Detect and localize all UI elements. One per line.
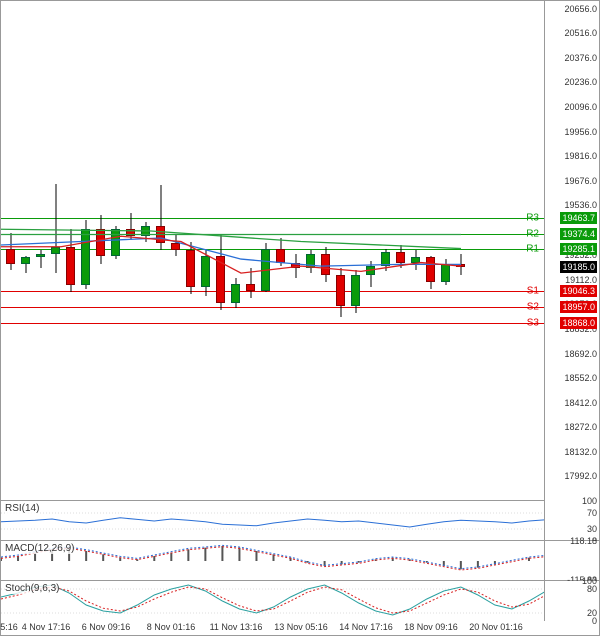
resistance-line: [1, 218, 546, 219]
y-tick: 18552.0: [564, 373, 597, 383]
y-tick: 20516.0: [564, 28, 597, 38]
x-tick: 11 Nov 13:16: [210, 622, 263, 632]
indicator-y-tick: 118.18: [570, 536, 597, 546]
indicator-y-tick: 30: [587, 524, 597, 534]
x-tick: 20 Nov 01:16: [469, 622, 523, 632]
macd-y-axis: 118.18-115.83: [544, 541, 599, 580]
y-tick: 19112.0: [565, 275, 597, 285]
y-tick: 17992.0: [564, 471, 597, 481]
indicator-y-tick: 80: [587, 584, 597, 594]
macd-label: MACD(12,26,9): [5, 543, 74, 554]
y-tick: 20096.0: [564, 102, 597, 112]
support-value-box: 18868.0: [560, 317, 597, 329]
resistance-value-box: 19285.1: [560, 243, 597, 255]
resistance-label: R1: [526, 244, 539, 255]
macd-panel: MACD(12,26,9) 118.18-115.83: [1, 541, 599, 581]
macd-plot: [1, 541, 546, 581]
price-chart[interactable]: 20656.0 20516.0 20376.0 20236.0 20096.0 19956…: [1, 1, 599, 501]
y-tick: 19676.0: [564, 176, 597, 186]
y-tick: 19956.0: [564, 127, 597, 137]
resistance-value-box: 19374.4: [560, 228, 597, 240]
support-label: S1: [527, 286, 539, 297]
x-tick: 5:16: [0, 622, 18, 632]
rsi-label: RSI(14): [5, 503, 39, 514]
chart-container: 20656.0 20516.0 20376.0 20236.0 20096.0 19956…: [0, 0, 600, 636]
support-value-box: 19046.3: [560, 285, 597, 297]
support-line: [1, 323, 546, 324]
rsi-y-axis: 10070300: [544, 501, 599, 540]
resistance-label: R2: [526, 228, 539, 239]
y-tick: 20236.0: [564, 77, 597, 87]
stoch-plot: [1, 581, 546, 621]
time-x-axis: 5:16 4 Nov 17:16 6 Nov 09:16 8 Nov 01:16 11 …: [1, 621, 599, 635]
x-tick: 6 Nov 09:16: [82, 622, 131, 632]
support-label: S3: [527, 317, 539, 328]
indicator-y-tick: 70: [587, 508, 597, 518]
y-tick: 20376.0: [564, 53, 597, 63]
x-tick: 14 Nov 17:16: [339, 622, 393, 632]
y-tick: 18132.0: [564, 447, 597, 457]
rsi-plot: [1, 501, 546, 541]
y-tick: 18692.0: [564, 349, 597, 359]
stoch-label: Stoch(9,6,3): [5, 583, 59, 594]
price-y-axis: 20656.0 20516.0 20376.0 20236.0 20096.0 19956…: [544, 1, 599, 501]
support-line: [1, 291, 546, 292]
rsi-panel: RSI(14) 10070300: [1, 501, 599, 541]
x-tick: 18 Nov 09:16: [404, 622, 458, 632]
y-tick: 20656.0: [564, 4, 597, 14]
support-label: S2: [527, 302, 539, 313]
y-tick: 19816.0: [564, 151, 597, 161]
support-value-box: 18957.0: [560, 301, 597, 313]
resistance-value-box: 19463.7: [560, 212, 597, 224]
y-tick: 18272.0: [564, 422, 597, 432]
stoch-panel: Stoch(9,6,3) 10080200: [1, 581, 599, 621]
stoch-y-axis: 10080200: [544, 581, 599, 621]
resistance-label: R3: [526, 213, 539, 224]
x-tick: 8 Nov 01:16: [147, 622, 196, 632]
y-tick: 18412.0: [564, 398, 597, 408]
x-tick: 4 Nov 17:16: [22, 622, 71, 632]
plot-area[interactable]: [1, 1, 546, 501]
y-tick: 19536.0: [564, 200, 597, 210]
support-line: [1, 307, 546, 308]
current-price-box: 19185.0: [560, 261, 597, 273]
x-tick: 13 Nov 05:16: [274, 622, 328, 632]
indicator-y-tick: 100: [582, 496, 597, 506]
